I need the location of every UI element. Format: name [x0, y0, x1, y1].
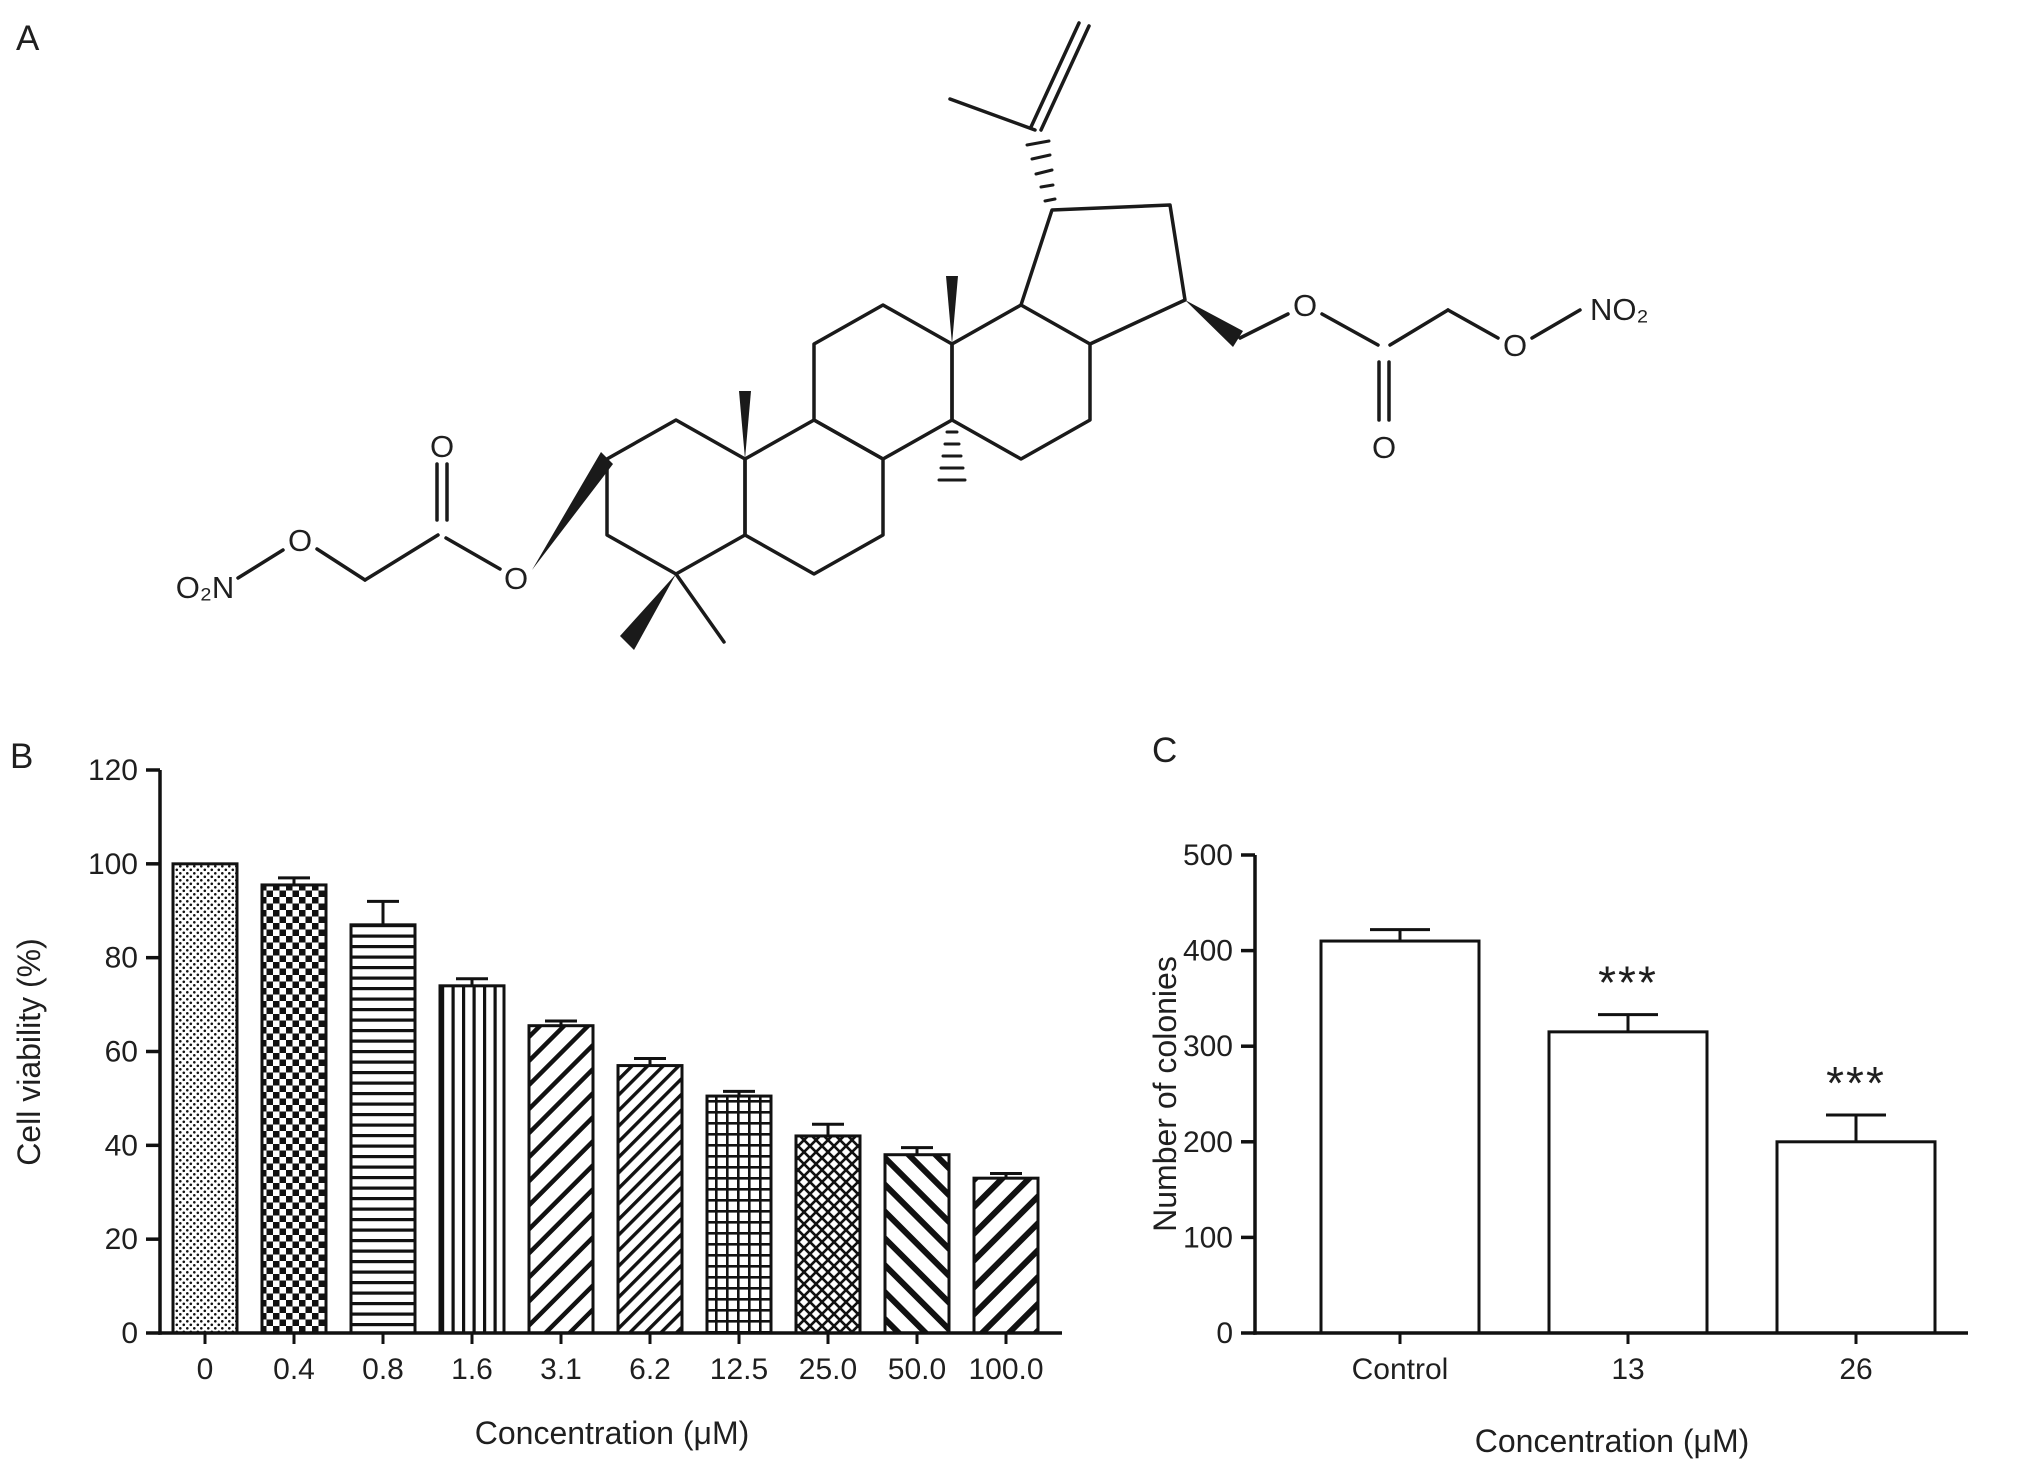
panel-c-label: C [1152, 731, 1177, 770]
atom-labels: O₂N O O O O O O NO₂ [176, 288, 1649, 605]
isopropenyl-double-bond-1 [1029, 21, 1081, 129]
left-ester-chain [236, 462, 502, 582]
x-tick-label: 12.5 [710, 1353, 768, 1386]
x-tick-label: 0.8 [362, 1353, 404, 1386]
atom-label-right-chain-o: O [1503, 328, 1527, 363]
x-tick-label: Control [1352, 1353, 1449, 1386]
ring-a [605, 418, 747, 576]
x-tick-label: 50.0 [888, 1353, 946, 1386]
atom-label-left-ester-o: O [504, 561, 528, 596]
x-tick-label: 0 [197, 1353, 214, 1386]
wedge-bonds [532, 276, 1243, 650]
y-tick-label: 100 [88, 848, 138, 881]
isopropenyl-methyl-bond [948, 97, 1037, 132]
bar [438, 984, 506, 1335]
ester-wedge-c3 [532, 452, 613, 570]
bar [616, 1064, 684, 1335]
x-tick-label: 100.0 [968, 1353, 1043, 1386]
x-tick-label: 26 [1839, 1353, 1872, 1386]
y-tick-label: 300 [1183, 1030, 1233, 1063]
y-axis-title: Cell viability (%) [11, 938, 47, 1166]
atom-label-right-nitro: NO₂ [1590, 292, 1649, 327]
y-tick-label: 40 [105, 1129, 138, 1162]
y-axis-title: Number of colonies [1147, 956, 1183, 1232]
bar [171, 862, 239, 1335]
bar [1319, 939, 1481, 1335]
y-tick-label: 500 [1183, 839, 1233, 872]
atom-label-right-carbonyl-o: O [1372, 430, 1396, 465]
bond-ch2-o2 [1446, 308, 1500, 340]
atom-label-left-nitro: O₂N [176, 570, 235, 605]
bar [1547, 1030, 1709, 1335]
hash-bond-c19 [1025, 139, 1057, 203]
methyl-wedge-c4 [620, 574, 676, 650]
panel-b-label: B [10, 737, 33, 776]
bond-carbonyl-o [444, 536, 502, 571]
significance-marker: *** [1598, 957, 1658, 1009]
y-tick-label: 200 [1183, 1126, 1233, 1159]
y-tick-label: 0 [121, 1317, 138, 1350]
x-tick-label: 1.6 [451, 1353, 493, 1386]
methyl-bond-c4b [674, 572, 726, 644]
x-tick-label: 6.2 [629, 1353, 671, 1386]
atom-label-right-ester-o: O [1293, 288, 1317, 323]
x-tick-label: 25.0 [799, 1353, 857, 1386]
significance-marker: *** [1826, 1057, 1886, 1109]
bond-o-carbonyl [1320, 312, 1380, 347]
bar [794, 1134, 862, 1335]
ring-system [605, 203, 1187, 576]
bond-o-no2 [1530, 308, 1582, 340]
bond-carbonyl-ch2 [1388, 308, 1450, 347]
panel-a-label: A [16, 19, 40, 58]
y-tick-label: 20 [105, 1223, 138, 1256]
bond-o-ch2 [315, 547, 367, 582]
x-axis-title: Concentration (μM) [1475, 1423, 1750, 1459]
isopropenyl-group [948, 21, 1091, 203]
right-ester-chain [1238, 308, 1582, 422]
y-tick-label: 400 [1183, 935, 1233, 968]
x-tick-label: 0.4 [273, 1353, 315, 1386]
ring-b [743, 418, 885, 576]
cell-viability-chart: 0 0.4 0.8 1.6 3.1 6.2 12.5 25.0 50.0 100.0 0 20 40 60… [11, 754, 1062, 1451]
atom-label-left-carbonyl-o: O [430, 429, 454, 464]
bond-o2n-o [236, 548, 285, 580]
bar [349, 923, 417, 1335]
x-axis-title: Concentration (μM) [475, 1415, 750, 1451]
bar [260, 883, 328, 1335]
colony-count-chart: Control 13 *** 26 *** 0 100 200 300 400 500 Concent… [1147, 839, 1968, 1459]
chemical-structure: O₂N O O O O O O NO₂ [176, 21, 1649, 650]
bar [705, 1094, 773, 1335]
y-tick-label: 120 [88, 754, 138, 787]
bar [972, 1176, 1040, 1335]
y-tick-label: 60 [105, 1036, 138, 1069]
hash-methyl-c14 [937, 430, 967, 482]
methyl-wedge-c8 [946, 276, 958, 344]
ring-e [1019, 203, 1187, 346]
y-tick-label: 0 [1216, 1317, 1233, 1350]
ring-d [950, 303, 1092, 461]
x-tick-label: 13 [1611, 1353, 1644, 1386]
bar [883, 1153, 951, 1335]
bond-ch2-carbonyl [363, 533, 440, 582]
ch2-wedge-c17 [1185, 300, 1243, 347]
atom-label-left-chain-o: O [288, 523, 312, 558]
bar [1775, 1140, 1937, 1335]
y-tick-label: 100 [1183, 1221, 1233, 1254]
bond-ch2-o [1238, 312, 1290, 340]
ring-c [812, 303, 954, 461]
x-tick-label: 3.1 [540, 1353, 582, 1386]
bar [527, 1024, 595, 1335]
methyl-wedge-c10 [739, 391, 751, 459]
y-tick-label: 80 [105, 942, 138, 975]
isopropenyl-double-bond-2 [1039, 24, 1091, 132]
